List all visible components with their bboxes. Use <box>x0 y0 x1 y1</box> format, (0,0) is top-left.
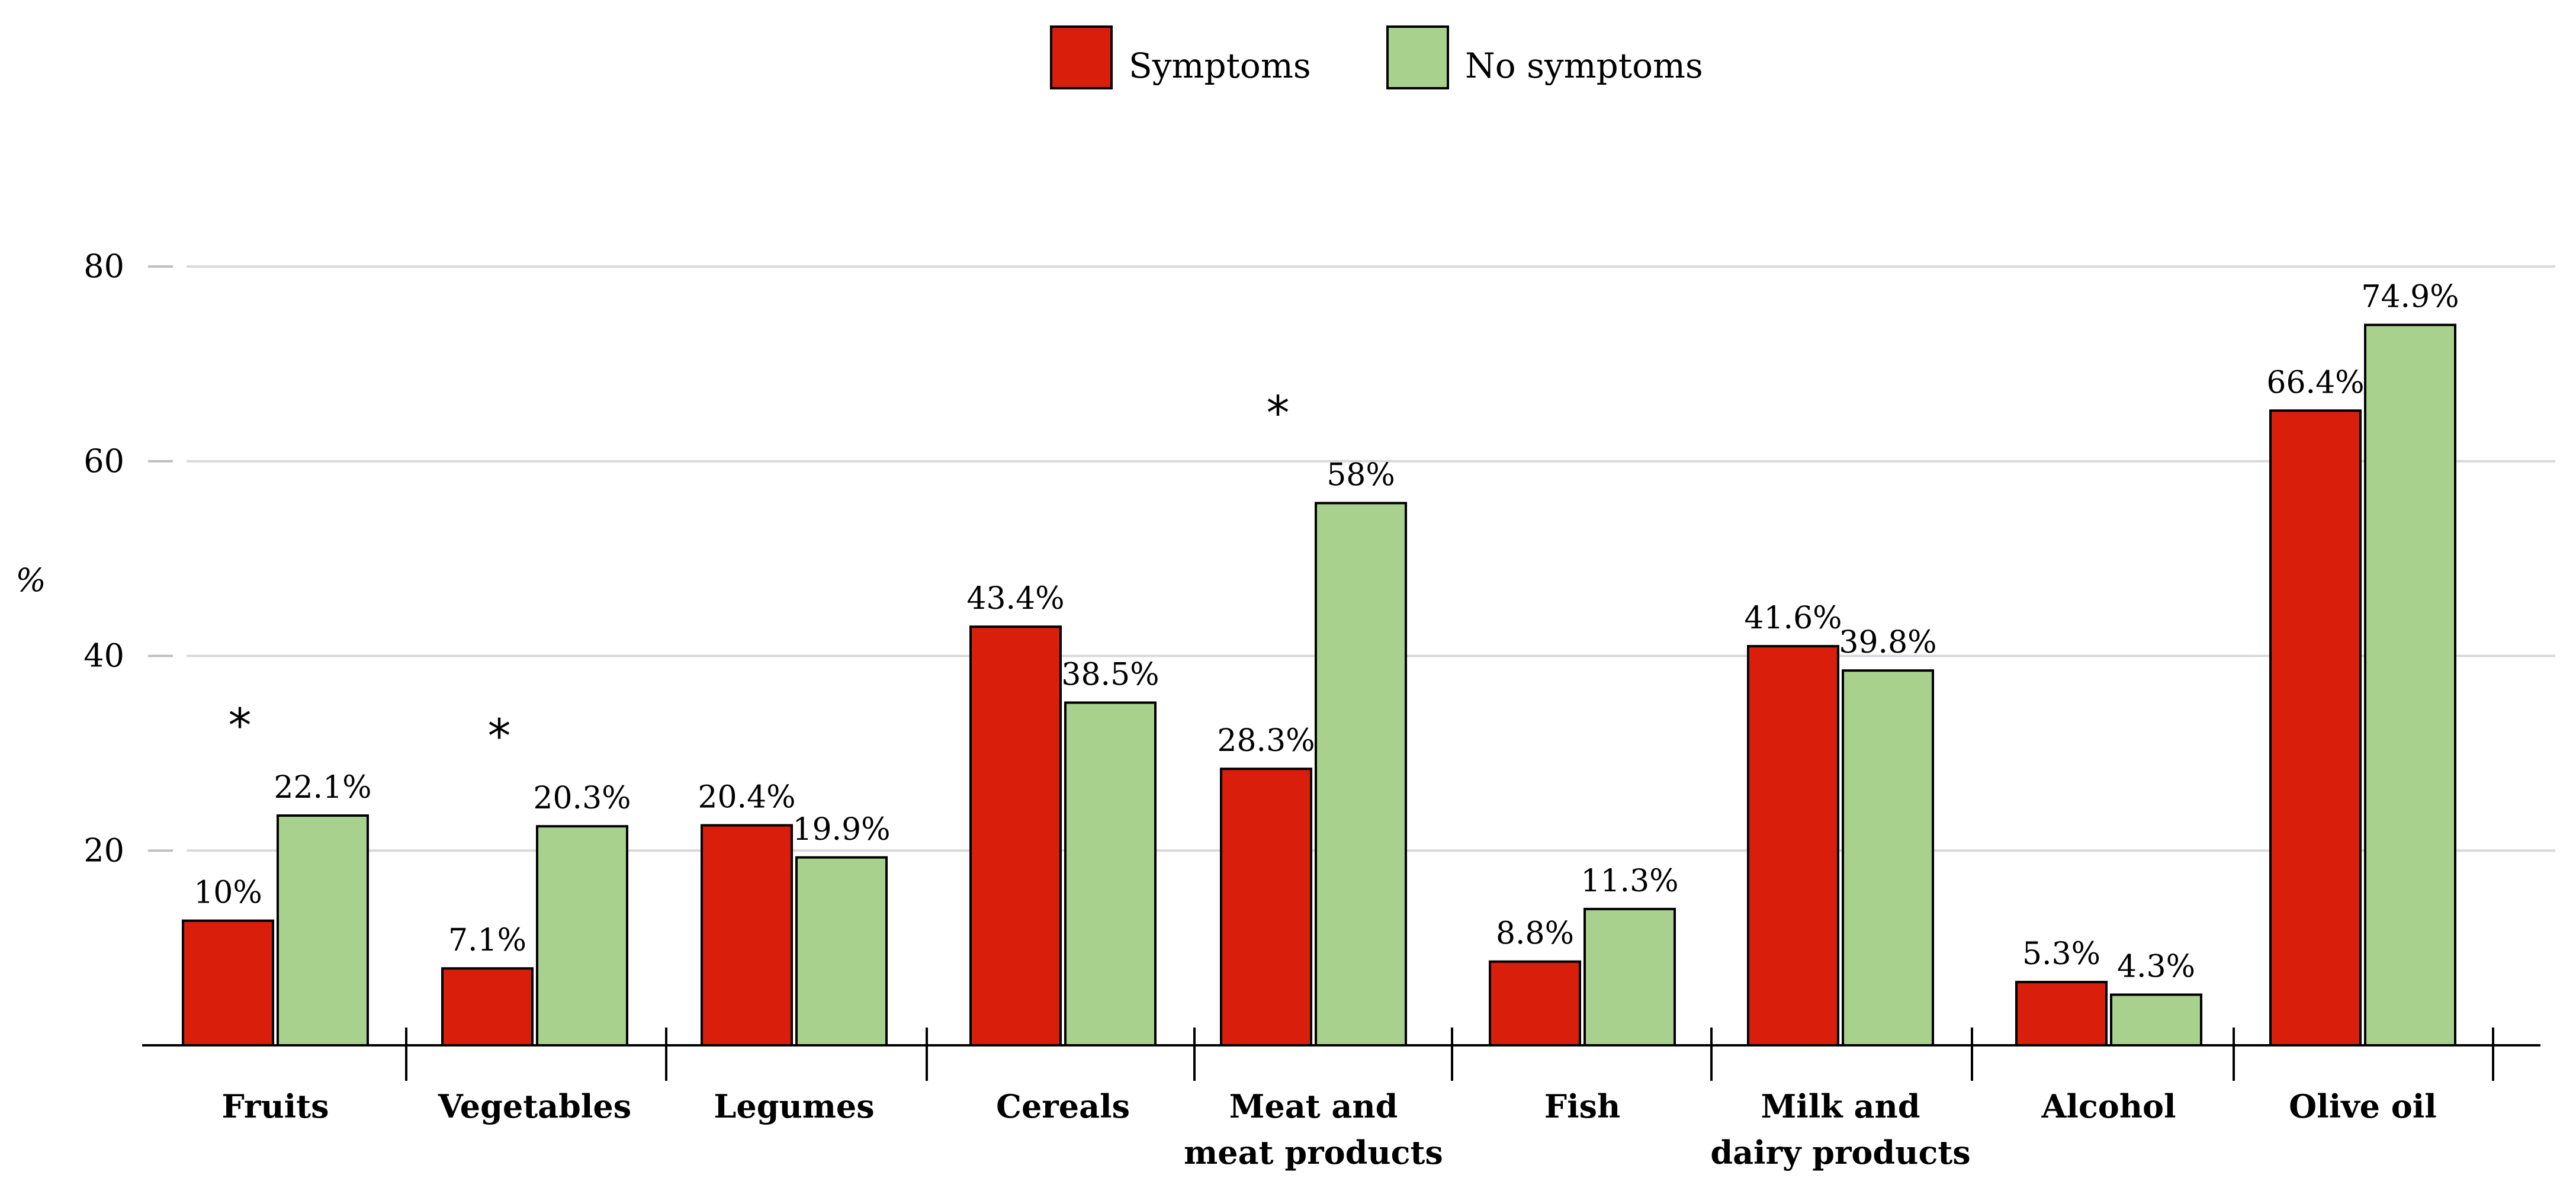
data-label: 4.3% <box>2117 949 2195 985</box>
category-label: dairy products <box>1710 1134 1970 1171</box>
data-labels: 10% 22.1% 7.1% 20.3% 20.4%19.9% 43.4% 38.5% 28.… <box>194 280 2459 985</box>
legend-label-symptoms: Symptoms <box>1129 46 1311 86</box>
category-label: Vegetables <box>438 1087 631 1125</box>
legend: Symptoms No symptoms <box>1050 25 1703 89</box>
category-label: Milk and <box>1761 1087 1920 1125</box>
data-label: 28.3% <box>1217 723 1315 759</box>
bar-symptoms <box>1489 960 1581 1046</box>
data-label: 19.9% <box>792 812 890 847</box>
bars <box>182 323 2456 1047</box>
data-label: 22.1% <box>274 770 371 805</box>
bar-no-symptoms <box>1064 701 1157 1046</box>
bar-no-symptoms <box>2110 993 2202 1047</box>
significance-star: * <box>488 710 511 763</box>
bar-no-symptoms <box>2364 323 2456 1046</box>
data-label: 8.8% <box>1496 916 1574 952</box>
category-label: Olive oil <box>2289 1087 2437 1125</box>
bar-no-symptoms <box>277 814 369 1046</box>
category-label: Legumes <box>714 1087 874 1125</box>
bar-symptoms <box>1747 645 1839 1046</box>
data-label: 66.4% <box>2266 365 2364 400</box>
category-label: Fish <box>1544 1087 1621 1125</box>
category-label: Meat and <box>1229 1087 1398 1125</box>
significance-star: * <box>229 699 252 753</box>
bar-no-symptoms <box>536 825 628 1046</box>
category-label: Cereals <box>996 1087 1130 1125</box>
y-tick-label: 80 <box>83 248 124 285</box>
y-axis: 20 40 60 80% <box>15 248 173 869</box>
bar-symptoms <box>2015 981 2108 1046</box>
bar-symptoms <box>701 824 793 1046</box>
y-axis-label: % <box>15 561 46 599</box>
bar-symptoms <box>1220 768 1312 1047</box>
data-label: 20.3% <box>533 781 631 816</box>
bar-no-symptoms <box>1583 907 1676 1046</box>
bar-no-symptoms <box>1315 502 1407 1046</box>
bar-symptoms <box>2269 409 2362 1046</box>
y-tick-label: 60 <box>83 442 124 480</box>
data-label: 5.3% <box>2022 936 2100 972</box>
data-label: 43.4% <box>966 581 1064 617</box>
data-label: 58% <box>1326 457 1395 493</box>
bar-symptoms <box>441 967 534 1047</box>
category-label: Alcohol <box>2041 1087 2176 1125</box>
significance-star: * <box>1267 387 1290 440</box>
data-label: 74.9% <box>2361 280 2459 315</box>
data-label: 38.5% <box>1061 657 1159 692</box>
bar-symptoms <box>969 625 1062 1046</box>
legend-swatch-no-symptoms <box>1386 25 1449 89</box>
data-label: 20.4% <box>698 780 795 816</box>
data-label: 11.3% <box>1581 863 1678 899</box>
category-label: meat products <box>1184 1134 1443 1171</box>
bar-symptoms <box>182 919 274 1046</box>
y-tick-label: 20 <box>83 832 124 869</box>
bar-no-symptoms <box>795 856 888 1046</box>
data-label: 10% <box>194 875 262 911</box>
bar-no-symptoms <box>1842 669 1934 1046</box>
data-label: 41.6% <box>1744 601 1842 636</box>
category-label: Fruits <box>222 1087 329 1125</box>
y-tick-label: 40 <box>83 637 124 675</box>
legend-swatch-symptoms <box>1050 25 1113 89</box>
x-axis: Fruits Vegetables Legumes Cereals Meat and me… <box>142 1028 2540 1171</box>
legend-label-no-symptoms: No symptoms <box>1465 46 1703 86</box>
data-label: 7.1% <box>448 923 526 958</box>
data-label: 39.8% <box>1839 625 1936 660</box>
